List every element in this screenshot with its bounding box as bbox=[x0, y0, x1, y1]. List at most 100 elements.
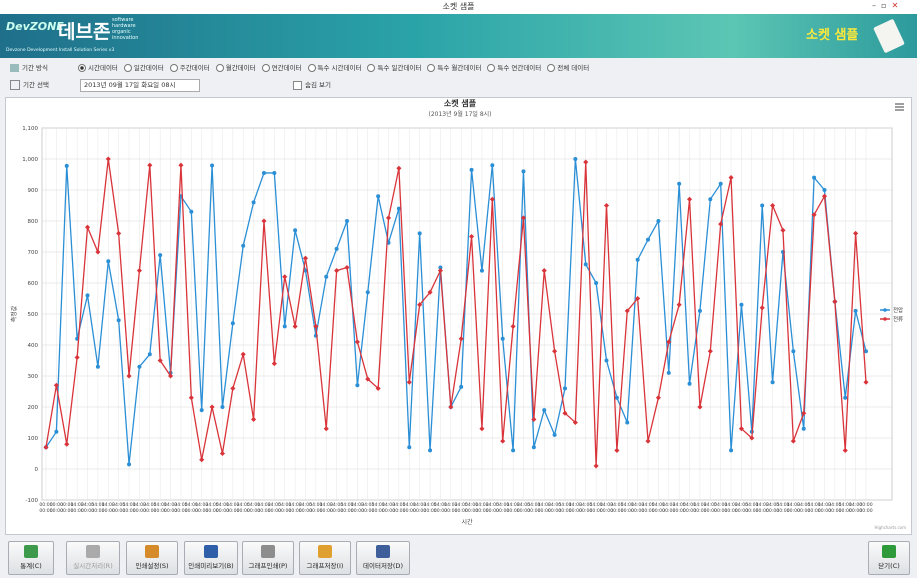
x-tick-label: 14:00 bbox=[600, 502, 613, 508]
point bbox=[313, 323, 319, 329]
point bbox=[655, 395, 661, 401]
point bbox=[95, 364, 100, 369]
x-tick-label: 00:00 bbox=[735, 508, 748, 514]
radio-option[interactable]: 전체 데이터 bbox=[547, 64, 589, 72]
point bbox=[437, 268, 443, 274]
point bbox=[677, 181, 682, 186]
x-tick-label: 54:00 bbox=[278, 502, 291, 508]
window-controls[interactable]: – ▫ ✕ bbox=[872, 1, 899, 10]
button[interactable]: 그래프저장(I) bbox=[299, 541, 351, 575]
radio-option[interactable]: 일간데이터 bbox=[123, 64, 164, 72]
chart-subtitle: (2013년 9월 17일 8시) bbox=[428, 110, 491, 118]
button-icon bbox=[261, 545, 275, 558]
y-tick-label: 0 bbox=[35, 467, 39, 473]
x-tick-label: 00:00 bbox=[340, 508, 353, 514]
x-tick-label: 34:00 bbox=[237, 502, 250, 508]
x-tick-label: 00:00 bbox=[496, 508, 509, 514]
radio-option[interactable]: 특수 연간데이터 bbox=[487, 64, 541, 72]
button[interactable]: 실시간처리(R) bbox=[66, 541, 120, 575]
x-tick-label: 54:00 bbox=[590, 502, 603, 508]
x-tick-label: 14:00 bbox=[662, 502, 675, 508]
x-tick-label: 00:00 bbox=[320, 508, 333, 514]
radio-option[interactable]: 주간데이터 bbox=[169, 64, 210, 72]
button-label: 그래프인쇄(P) bbox=[248, 562, 288, 570]
x-tick-label: 00:00 bbox=[828, 508, 841, 514]
x-tick-label: 14:00 bbox=[569, 502, 582, 508]
point bbox=[552, 432, 557, 437]
x-tick-label: 00:00 bbox=[797, 508, 810, 514]
x-tick-label: 14:00 bbox=[724, 502, 737, 508]
x-tick-label: 00:00 bbox=[683, 508, 696, 514]
point bbox=[220, 405, 225, 409]
x-tick-label: 00:00 bbox=[475, 508, 488, 514]
point bbox=[241, 243, 246, 248]
x-tick-label: 00:00 bbox=[839, 508, 852, 514]
radio-option[interactable]: 월간데이터 bbox=[215, 64, 256, 72]
point bbox=[459, 384, 464, 389]
point bbox=[407, 445, 412, 450]
x-tick-label: 34:00 bbox=[610, 502, 623, 508]
point bbox=[729, 448, 734, 453]
button[interactable]: 그래프인쇄(P) bbox=[242, 541, 294, 575]
point bbox=[417, 231, 422, 236]
point bbox=[64, 163, 69, 168]
y-tick-label: -100 bbox=[26, 498, 39, 504]
button-icon bbox=[376, 545, 390, 558]
point bbox=[365, 290, 370, 295]
x-tick-label: 00:00 bbox=[164, 508, 177, 514]
x-tick-label: 54:00 bbox=[91, 502, 104, 508]
point bbox=[604, 358, 609, 363]
radio-option[interactable]: 연간데이터 bbox=[261, 64, 302, 72]
point bbox=[573, 157, 578, 161]
checkbox[interactable]: 숨김 보기 bbox=[293, 79, 331, 91]
x-tick-label: 00:00 bbox=[102, 508, 115, 514]
radio-option[interactable]: 특수 월간데이터 bbox=[427, 64, 481, 72]
radio-dot bbox=[78, 64, 86, 72]
point bbox=[209, 404, 215, 410]
point bbox=[646, 237, 651, 242]
logo-series: Devzone Development Install Solution Ser… bbox=[6, 48, 115, 53]
x-tick-label: 00:00 bbox=[486, 508, 499, 514]
x-tick-label: 00:00 bbox=[693, 508, 706, 514]
button-label: 실시간처리(R) bbox=[73, 562, 113, 570]
radio-label: 특수 시간데이터 bbox=[317, 64, 362, 72]
point bbox=[136, 268, 142, 274]
point bbox=[770, 380, 775, 385]
point bbox=[790, 438, 796, 444]
x-tick-label: 34:00 bbox=[143, 502, 156, 508]
point bbox=[656, 219, 661, 223]
button[interactable]: 통계(C) bbox=[8, 541, 54, 575]
x-tick-label: 14:00 bbox=[133, 502, 146, 508]
y-axis-label: 측정값 bbox=[10, 305, 18, 322]
radio-option[interactable]: 시간데이터 bbox=[78, 64, 118, 72]
x-tick-label: 54:00 bbox=[216, 502, 229, 508]
point bbox=[54, 429, 59, 434]
point bbox=[542, 408, 547, 413]
button[interactable]: 닫기(C) bbox=[868, 541, 910, 575]
radio-dot bbox=[487, 64, 496, 72]
x-tick-label: 00:00 bbox=[724, 508, 737, 514]
button[interactable]: 인쇄미리보기(B) bbox=[184, 541, 238, 575]
legend-label: 전압 bbox=[893, 306, 903, 314]
x-tick-label: 00:00 bbox=[766, 508, 779, 514]
x-tick-label: 00:00 bbox=[704, 508, 717, 514]
x-tick-label: 14:00 bbox=[382, 502, 395, 508]
button[interactable]: 데이터저장(D) bbox=[356, 541, 410, 575]
point bbox=[84, 224, 91, 230]
point bbox=[272, 170, 277, 175]
radio-option[interactable]: 특수 시간데이터 bbox=[307, 64, 362, 72]
x-tick-label: 00:00 bbox=[361, 508, 374, 514]
point bbox=[344, 264, 350, 271]
x-tick-label: 34:00 bbox=[423, 502, 436, 508]
point bbox=[365, 376, 371, 382]
radio-dot bbox=[427, 64, 436, 72]
point bbox=[219, 450, 226, 457]
button[interactable]: 인쇄설정(S) bbox=[126, 541, 178, 575]
x-tick-label: 00:00 bbox=[579, 508, 592, 514]
x-tick-label: 00:00 bbox=[807, 508, 820, 514]
x-tick-label: 00:00 bbox=[787, 508, 800, 514]
date-picker[interactable]: 2013년 09월 17일 화요일 08시 bbox=[80, 79, 200, 92]
radio-option[interactable]: 특수 일간데이터 bbox=[367, 64, 421, 72]
tagline-line: hardware bbox=[112, 23, 136, 29]
x-tick-label: 00:00 bbox=[112, 508, 125, 514]
